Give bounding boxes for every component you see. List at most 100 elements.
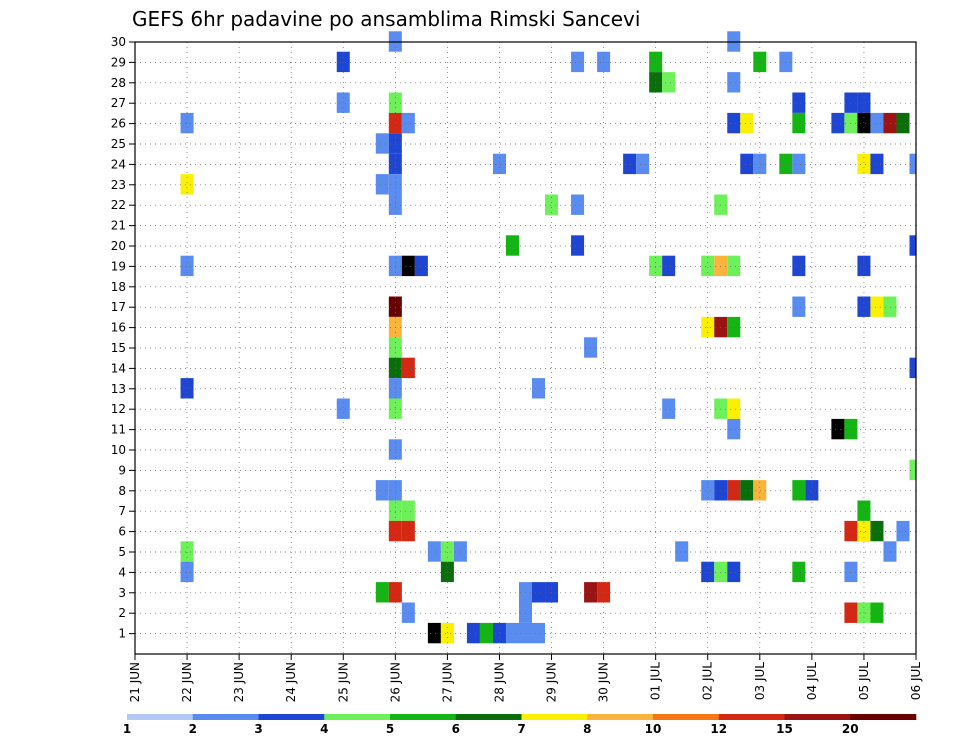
legend-label: 7	[517, 722, 525, 736]
heatmap-cell	[792, 561, 806, 583]
heatmap-cell	[571, 194, 585, 215]
heatmap-cell	[870, 296, 884, 317]
legend-label: 12	[710, 722, 727, 736]
legend-swatch	[258, 714, 325, 720]
heatmap-cell	[479, 622, 493, 644]
y-tick-label: 1	[118, 627, 126, 641]
grid-lines	[135, 42, 916, 654]
heatmap-cell	[844, 520, 858, 542]
legend-label: 20	[842, 722, 859, 736]
y-tick-label: 25	[111, 137, 126, 151]
heatmap-cell	[896, 520, 910, 542]
heatmap-cell	[388, 480, 402, 501]
heatmap-cell	[727, 418, 741, 440]
y-tick-label: 2	[118, 606, 126, 620]
heatmap-cell	[401, 357, 415, 379]
y-tick-label: 3	[118, 586, 126, 600]
heatmap-cell	[870, 602, 884, 623]
legend-label: 6	[452, 722, 460, 736]
heatmap-cell	[532, 378, 546, 399]
heatmap-cell	[388, 153, 402, 175]
heatmap-cell	[597, 51, 611, 73]
heatmap-cell	[870, 520, 884, 542]
heatmap-cell	[388, 133, 402, 154]
y-tick-label: 16	[111, 321, 126, 335]
heatmap-cell	[388, 398, 402, 419]
heatmap-cell	[571, 235, 585, 256]
heatmap-cell	[701, 480, 715, 501]
heatmap-cell	[336, 398, 350, 419]
heatmap-cell	[180, 174, 194, 195]
legend-swatch	[718, 714, 785, 720]
heatmap-cell	[388, 378, 402, 399]
heatmap-cell	[388, 174, 402, 195]
heatmap-cell	[740, 112, 754, 134]
heatmap-cell	[870, 153, 884, 175]
heatmap-cell	[857, 112, 871, 134]
heatmap-cell	[792, 255, 806, 277]
heatmap-cell	[662, 398, 676, 419]
heatmap-cell	[518, 582, 533, 603]
x-tick-label: 06 JUL	[909, 662, 923, 700]
heatmap-cell	[701, 255, 715, 277]
heatmap-cell	[584, 337, 598, 358]
heatmap-cell	[727, 480, 741, 501]
legend-label: 15	[776, 722, 793, 736]
heatmap-cell	[740, 153, 754, 175]
heatmap-cell	[388, 255, 402, 277]
y-tick-label: 23	[111, 178, 126, 192]
heatmap-cell	[180, 378, 194, 399]
legend-swatch	[324, 714, 391, 720]
y-tick-label: 18	[111, 280, 126, 294]
x-axis: 21 JUN 22 JUN 23 JUN 24 JUN 25 JUN 26 JUN 27 J…	[128, 654, 923, 702]
heatmap-cell	[883, 112, 897, 134]
heatmap-cell	[844, 92, 858, 113]
heatmap-cell	[375, 133, 389, 154]
chart-title: GEFS 6hr padavine po ansamblima Rimski S…	[132, 7, 640, 31]
y-tick-label: 11	[111, 423, 126, 437]
heatmap-cell	[453, 541, 467, 562]
x-tick-label: 28 JUN	[492, 662, 506, 702]
heatmap-cell	[466, 622, 480, 644]
heatmap-cell	[180, 561, 194, 583]
x-tick-label: 21 JUN	[128, 662, 142, 702]
y-tick-label: 4	[118, 565, 126, 579]
heatmap-cell	[896, 112, 910, 134]
heatmap-cell	[727, 561, 741, 583]
y-tick-label: 22	[111, 198, 126, 212]
x-tick-label: 24 JUN	[284, 662, 298, 702]
y-tick-label: 5	[118, 545, 126, 559]
x-tick-label: 30 JUN	[597, 662, 611, 702]
legend-swatch	[127, 714, 194, 720]
heatmap-cell	[805, 480, 819, 501]
heatmap-cell	[532, 582, 546, 603]
heatmap-cell	[831, 418, 845, 440]
heatmap-cell	[401, 112, 415, 134]
heatmap-cell	[844, 418, 858, 440]
y-tick-label: 26	[111, 117, 126, 131]
heatmap-cell	[714, 561, 728, 583]
x-tick-label: 03 JUL	[753, 662, 767, 700]
heatmap-cell	[857, 520, 871, 542]
heatmap-cell	[505, 622, 519, 644]
heatmap-cell	[792, 112, 806, 134]
heatmap-cell	[714, 255, 728, 277]
heatmap-cell	[883, 541, 897, 562]
heatmap-cell	[375, 174, 389, 195]
y-tick-label: 6	[118, 525, 126, 539]
heatmap-cell	[636, 153, 650, 175]
legend-label: 5	[386, 722, 394, 736]
heatmap-cell	[388, 520, 402, 542]
y-tick-label: 9	[118, 463, 126, 477]
heatmap-cell	[727, 72, 741, 93]
heatmap-cell	[532, 622, 546, 644]
heatmap-cell	[440, 541, 454, 562]
x-tick-label: 29 JUN	[545, 662, 559, 702]
heatmap-cell	[753, 51, 767, 73]
x-tick-label: 23 JUN	[232, 662, 246, 702]
heatmap-cell	[844, 561, 858, 583]
heatmap-cell	[492, 622, 506, 644]
heatmap-cell	[714, 398, 728, 419]
x-tick-label: 01 JUL	[649, 662, 663, 700]
